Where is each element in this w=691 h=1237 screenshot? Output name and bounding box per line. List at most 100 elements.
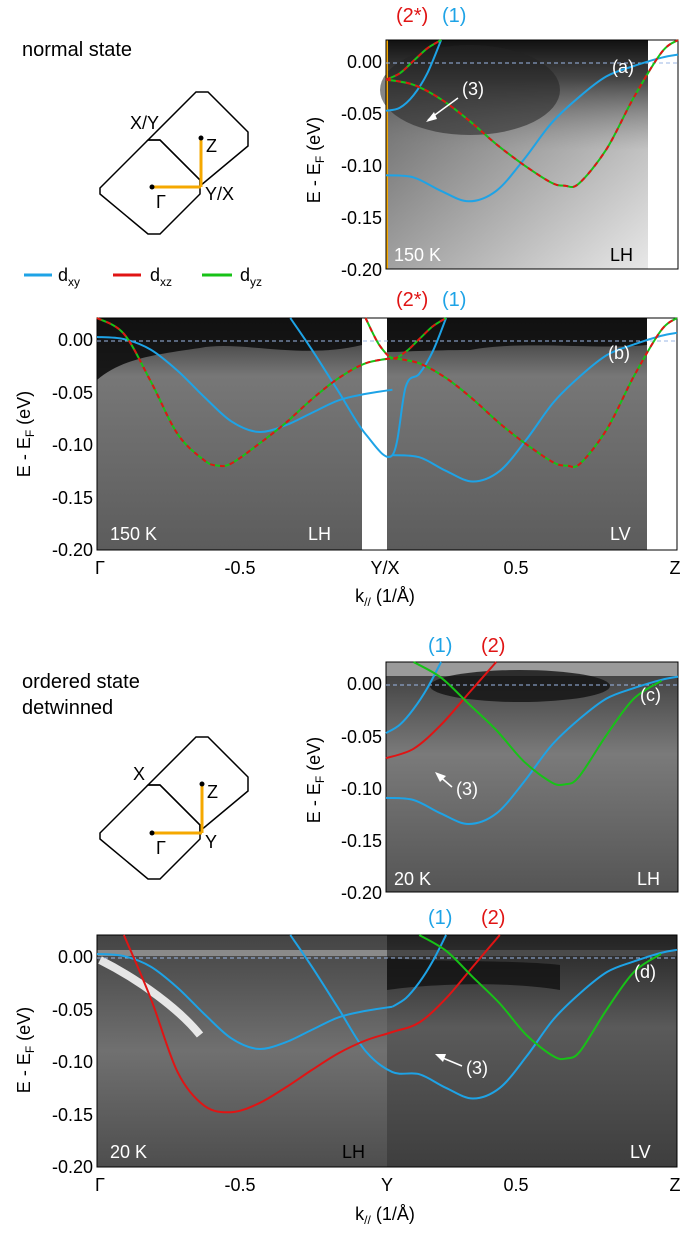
ordered-state-title: ordered state — [22, 671, 140, 693]
band-a-dxz-dyz-2 — [385, 39, 679, 189]
panel-c: 0.00 -0.05 -0.10 -0.15 -0.20 E - EF (eV)… — [304, 635, 679, 903]
c-ytick-3: -0.15 — [341, 831, 382, 851]
a-polarization: LH — [610, 245, 633, 265]
bz-ordered-label-top: Z — [207, 782, 218, 802]
band-c-dxz-2 — [385, 661, 497, 760]
band-d-dxy-0 — [96, 953, 393, 1050]
a-ytick-3: -0.15 — [341, 208, 382, 228]
band-d-dxy-1 — [391, 934, 447, 1008]
a-temperature: 150 K — [394, 245, 441, 265]
c-band-label-2: (2) — [481, 635, 505, 657]
panel-b: 0.00 -0.05 -0.10 -0.15 -0.20 E - EF (eV)… — [14, 289, 681, 609]
band-b-dxz-dyz-3 — [96, 317, 393, 468]
b-xtick-2: Y/X — [370, 558, 399, 578]
orbital-legend: dxy dxz dyz — [24, 265, 262, 289]
band-c-dyz-3 — [413, 661, 663, 787]
a-ytick-1: -0.05 — [341, 104, 382, 124]
bz-label-corner: X/Y — [130, 113, 159, 133]
c-panel-label: (c) — [640, 685, 661, 705]
bz-ordered-label-edge: Y — [205, 832, 217, 852]
panel-a: 0.00 -0.05 -0.10 -0.15 -0.20 E - EF (eV)… — [304, 5, 679, 280]
band-a-dxy-0 — [385, 39, 443, 112]
c-ytick-2: -0.10 — [341, 779, 382, 799]
bz-label-top: Z — [206, 136, 217, 156]
c-ylabel: E - EF (eV) — [304, 737, 327, 823]
band-b-dxy-1 — [392, 331, 678, 483]
c-band-label-1: (1) — [428, 635, 452, 657]
b-temperature: 150 K — [110, 524, 157, 544]
a-annotation-3: (3) — [462, 79, 484, 99]
c-ytick-0: 0.00 — [347, 674, 382, 694]
normal-state-title: normal state — [22, 39, 132, 61]
d-ytick-1: -0.05 — [52, 1000, 93, 1020]
d-xtick-4: Z — [670, 1175, 681, 1195]
band-a-dxy-1 — [385, 53, 679, 203]
b-xtick-1: -0.5 — [224, 558, 255, 578]
legend-label-dxz: dxz — [150, 265, 172, 289]
d-polarization-left: LH — [342, 1142, 365, 1162]
c-ytick-4: -0.20 — [341, 883, 382, 903]
c-annotation-3: (3) — [456, 779, 478, 799]
band-d-dxz-3 — [122, 934, 501, 1114]
band-b-dxy-0 — [96, 336, 393, 433]
a-band-label-2star: (2*) — [396, 5, 428, 27]
d-xtick-2: Y — [381, 1175, 393, 1195]
band-curves-b — [96, 317, 678, 483]
b-ytick-1: -0.05 — [52, 383, 93, 403]
b-polarization-right: LV — [610, 524, 631, 544]
band-curves-a — [385, 39, 679, 203]
b-ytick-2: -0.10 — [52, 435, 93, 455]
legend-label-dxy: dxy — [58, 265, 80, 289]
d-ylabel: E - EF (eV) — [14, 1007, 37, 1093]
b-ytick-3: -0.15 — [52, 488, 93, 508]
legend-label-dyz: dyz — [240, 265, 262, 289]
band-b-dxz-dyz-5 — [364, 317, 447, 360]
bz-ordered-label-center: Γ — [156, 838, 166, 858]
b-ytick-4: -0.20 — [52, 540, 93, 560]
a-ylabel: E - EF (eV) — [304, 117, 327, 203]
d-ytick-2: -0.10 — [52, 1052, 93, 1072]
panel-d: 0.00 -0.05 -0.10 -0.15 -0.20 E - EF (eV)… — [14, 907, 681, 1227]
band-d-dxy-2 — [289, 934, 678, 1100]
d-polarization-right: LV — [630, 1142, 651, 1162]
d-xtick-0: Γ — [95, 1175, 105, 1195]
c-temperature: 20 K — [394, 869, 431, 889]
d-xlabel: k// (1/Å) — [355, 1204, 415, 1227]
b-xtick-3: 0.5 — [503, 558, 528, 578]
detwinned-title: detwinned — [22, 697, 113, 719]
bz-label-edge: Y/X — [205, 184, 234, 204]
d-band-label-1: (1) — [428, 907, 452, 929]
d-xtick-3: 0.5 — [503, 1175, 528, 1195]
a-ytick-2: -0.10 — [341, 156, 382, 176]
d-xtick-1: -0.5 — [224, 1175, 255, 1195]
brillouin-zone-normal: X/Y Z Γ Y/X — [99, 91, 249, 235]
a-band-label-1: (1) — [442, 5, 466, 27]
b-ytick-0: 0.00 — [58, 330, 93, 350]
b-band-label-2star: (2*) — [396, 289, 428, 311]
d-band-label-2: (2) — [481, 907, 505, 929]
a-panel-label: (a) — [612, 57, 634, 77]
band-d-dyz-4 — [418, 934, 662, 1061]
a-ytick-0: 0.00 — [347, 52, 382, 72]
a-ytick-4: -0.20 — [341, 260, 382, 280]
band-c-dxy-0 — [385, 661, 442, 734]
band-a-dxz-dyz-3 — [385, 39, 442, 81]
band-b-dxy-2 — [289, 317, 448, 458]
brillouin-zone-ordered: X Z Γ Y — [99, 736, 249, 880]
bz-label-center: Γ — [156, 192, 166, 212]
b-xtick-4: Z — [670, 558, 681, 578]
d-panel-label: (d) — [634, 962, 656, 982]
d-ytick-3: -0.15 — [52, 1105, 93, 1125]
b-polarization-left: LH — [308, 524, 331, 544]
band-b-dxz-dyz-4 — [392, 317, 678, 468]
bz-ordered-label-corner: X — [133, 764, 145, 784]
d-ytick-4: -0.20 — [52, 1157, 93, 1177]
b-band-label-1: (1) — [442, 289, 466, 311]
d-temperature: 20 K — [110, 1142, 147, 1162]
band-curves-c — [385, 661, 679, 826]
c-polarization: LH — [637, 869, 660, 889]
c-ytick-1: -0.05 — [341, 727, 382, 747]
b-xtick-0: Γ — [95, 558, 105, 578]
b-ylabel: E - EF (eV) — [14, 391, 37, 477]
b-xlabel: k// (1/Å) — [355, 586, 415, 609]
